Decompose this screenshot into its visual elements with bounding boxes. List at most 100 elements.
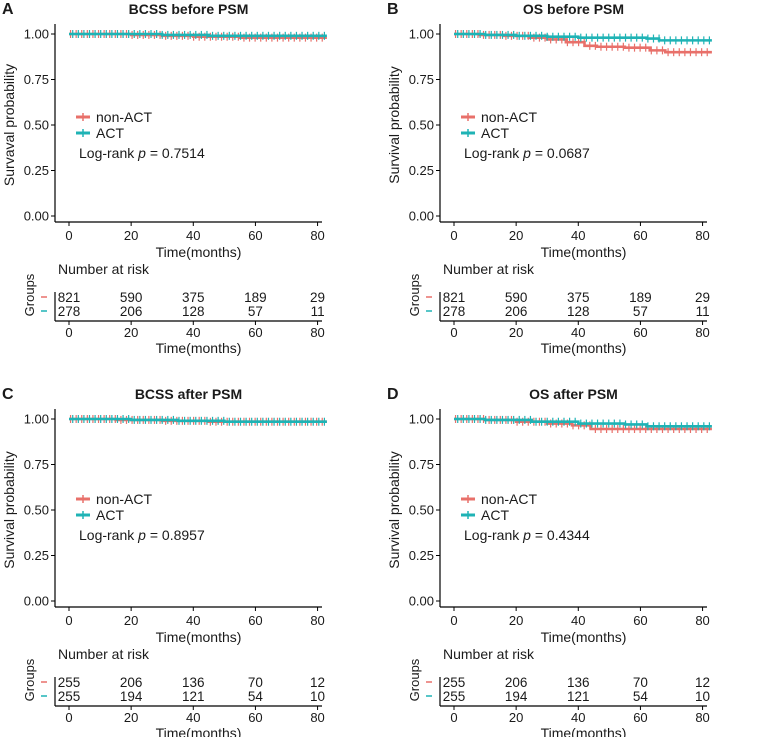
y-axis-label: Survival probability — [1, 451, 17, 569]
risk-x-tick-label: 80 — [310, 325, 324, 340]
risk-groups-label: Groups — [407, 273, 422, 316]
x-axis-label: Time(months) — [541, 629, 627, 645]
risk-x-tick-label: 0 — [450, 325, 457, 340]
risk-x-tick-label: 80 — [310, 710, 324, 725]
x-tick-label: 20 — [509, 613, 523, 628]
x-axis-label: Time(months) — [156, 629, 242, 645]
chart-title: BCSS before PSM — [129, 1, 249, 17]
p-value: = 0.0687 — [531, 145, 590, 161]
chart-title: OS after PSM — [529, 386, 618, 402]
y-tick-label: 0.50 — [24, 118, 49, 133]
risk-value: 255 — [58, 689, 81, 704]
risk-value: 590 — [505, 290, 528, 305]
risk-x-tick-label: 0 — [65, 710, 72, 725]
legend-label: ACT — [96, 507, 124, 523]
panel-letter: C — [2, 386, 14, 403]
y-axis-label: Survival probability — [386, 66, 402, 184]
x-tick-label: 60 — [633, 613, 647, 628]
risk-value: 821 — [443, 290, 466, 305]
legend-label: ACT — [481, 125, 509, 141]
x-tick-label: 80 — [695, 228, 709, 243]
risk-value: 10 — [310, 689, 325, 704]
x-tick-label: 20 — [124, 228, 138, 243]
x-tick-label: 0 — [65, 613, 72, 628]
risk-value: 128 — [567, 304, 590, 319]
risk-value: 278 — [443, 304, 466, 319]
panel-letter: D — [387, 386, 399, 403]
risk-value: 12 — [310, 675, 325, 690]
risk-value: 255 — [58, 675, 81, 690]
y-tick-label: 0.00 — [409, 594, 434, 609]
risk-value: 375 — [182, 290, 205, 305]
y-tick-label: 0.25 — [24, 163, 49, 178]
risk-value: 70 — [248, 675, 263, 690]
risk-table: Number at risk 821 590 375 189 29 278 206 128 57 1… — [22, 261, 325, 356]
x-tick-label: 60 — [633, 228, 647, 243]
risk-x-tick-label: 60 — [633, 325, 647, 340]
chart-panel-C: C BCSS after PSM 0.00 0.25 0.50 0.75 1.00 0 20 40… — [1, 386, 327, 737]
x-axis-label: Time(months) — [541, 244, 627, 260]
risk-x-tick-label: 40 — [186, 710, 200, 725]
risk-value: 194 — [505, 689, 528, 704]
y-tick-label: 0.75 — [24, 72, 49, 87]
x-tick-label: 80 — [695, 613, 709, 628]
logrank-label: Log-rank — [79, 145, 138, 161]
p-value: = 0.8957 — [146, 527, 205, 543]
risk-x-tick-label: 20 — [509, 325, 523, 340]
y-tick-label: 0.25 — [409, 548, 434, 563]
x-tick-label: 20 — [124, 613, 138, 628]
risk-table-title: Number at risk — [443, 646, 535, 662]
y-tick-label: 1.00 — [24, 27, 49, 42]
y-tick-label: 0.50 — [409, 503, 434, 518]
risk-x-axis-label: Time(months) — [541, 340, 627, 356]
chart-title: BCSS after PSM — [135, 386, 242, 402]
y-tick-label: 1.00 — [24, 412, 49, 427]
legend-label: ACT — [481, 507, 509, 523]
risk-x-tick-label: 80 — [695, 710, 709, 725]
risk-value: 206 — [505, 675, 528, 690]
y-tick-label: 0.00 — [409, 209, 434, 224]
risk-x-tick-label: 60 — [248, 710, 262, 725]
panel-letter: A — [2, 1, 14, 18]
risk-value: 70 — [633, 675, 648, 690]
risk-groups-label: Groups — [22, 658, 37, 701]
risk-value: 11 — [696, 304, 710, 319]
y-tick-label: 0.75 — [409, 72, 434, 87]
x-tick-label: 60 — [248, 228, 262, 243]
risk-x-tick-label: 20 — [124, 325, 138, 340]
logrank-label: Log-rank — [464, 527, 523, 543]
risk-table-title: Number at risk — [58, 261, 150, 277]
p-symbol: p — [137, 145, 146, 161]
risk-x-tick-label: 20 — [124, 710, 138, 725]
legend-label: ACT — [96, 125, 124, 141]
y-axis-label: Survaval probability — [1, 64, 17, 186]
y-tick-label: 0.50 — [24, 503, 49, 518]
logrank-label: Log-rank — [79, 527, 138, 543]
x-tick-label: 0 — [450, 613, 457, 628]
x-tick-label: 20 — [509, 228, 523, 243]
y-tick-label: 0.75 — [409, 457, 434, 472]
risk-value: 189 — [244, 290, 267, 305]
x-axis-label: Time(months) — [156, 244, 242, 260]
risk-table: Number at risk 821 590 375 189 29 278 206 128 57 1… — [407, 261, 710, 356]
risk-value: 121 — [567, 689, 590, 704]
risk-value: 29 — [695, 290, 710, 305]
risk-groups-label: Groups — [407, 658, 422, 701]
risk-x-tick-label: 60 — [248, 325, 262, 340]
y-tick-label: 1.00 — [409, 412, 434, 427]
series-ACT — [454, 415, 712, 431]
p-symbol: p — [522, 145, 531, 161]
risk-table-title: Number at risk — [58, 646, 150, 662]
risk-x-tick-label: 0 — [450, 710, 457, 725]
legend-label: non-ACT — [481, 491, 537, 507]
y-tick-label: 0.50 — [409, 118, 434, 133]
risk-x-tick-label: 40 — [186, 325, 200, 340]
risk-table-title: Number at risk — [443, 261, 535, 277]
risk-x-tick-label: 20 — [509, 710, 523, 725]
legend-label: non-ACT — [96, 491, 152, 507]
risk-value: 57 — [248, 304, 263, 319]
risk-value: 136 — [567, 675, 590, 690]
risk-value: 590 — [120, 290, 143, 305]
risk-value: 136 — [182, 675, 205, 690]
